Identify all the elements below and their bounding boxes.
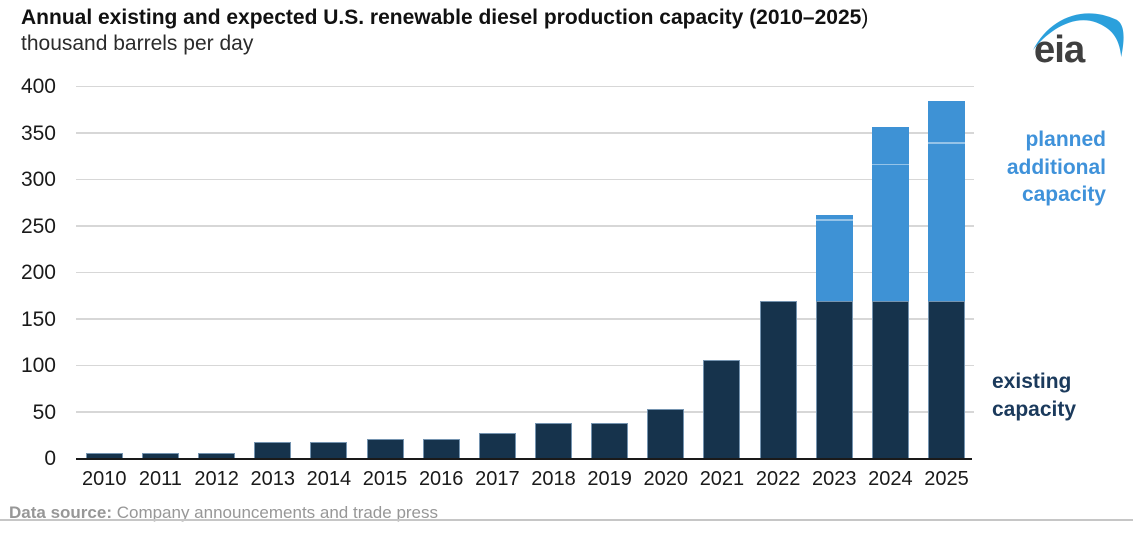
bar-existing-2021 bbox=[703, 359, 741, 459]
chart-title: Annual existing and expected U.S. renewa… bbox=[21, 6, 868, 30]
bar-existing-2014 bbox=[310, 442, 348, 459]
eia-logo-text: eia bbox=[1034, 28, 1086, 66]
bar-existing-2016 bbox=[422, 439, 460, 459]
bar-planned-2025 bbox=[928, 100, 966, 301]
chart-title-main: Annual existing and expected U.S. renewa… bbox=[21, 6, 862, 29]
eia-swoosh-icon bbox=[1032, 13, 1124, 58]
x-tick-label: 2013 bbox=[250, 468, 296, 490]
x-axis-line bbox=[76, 458, 972, 460]
x-tick-label: 2012 bbox=[194, 468, 239, 490]
gridline bbox=[76, 132, 974, 134]
footer-divider bbox=[0, 519, 1133, 521]
y-tick-label: 300 bbox=[20, 168, 56, 191]
gridline bbox=[76, 225, 974, 227]
y-tick-label: 100 bbox=[20, 354, 56, 377]
x-tick-label: 2017 bbox=[475, 468, 520, 490]
gridline bbox=[76, 411, 974, 413]
y-tick-label: 150 bbox=[20, 307, 56, 331]
gridline bbox=[76, 271, 974, 273]
bar-planned-2023 bbox=[815, 215, 853, 301]
x-tick-label: 2020 bbox=[643, 468, 689, 490]
y-tick-label: 200 bbox=[20, 261, 56, 284]
chart-unit-subtitle: thousand barrels per day bbox=[21, 32, 254, 55]
x-tick-label: 2010 bbox=[82, 468, 127, 490]
gridline bbox=[76, 364, 974, 366]
x-tick-label: 2021 bbox=[699, 468, 745, 490]
y-tick-label: 250 bbox=[20, 214, 56, 238]
x-tick-label: 2011 bbox=[138, 468, 182, 490]
x-tick-label: 2022 bbox=[755, 468, 801, 490]
x-tick-label: 2024 bbox=[868, 468, 913, 490]
y-tick-label: 50 bbox=[32, 400, 56, 424]
x-tick-label: 2019 bbox=[587, 468, 632, 490]
bar-existing-2020 bbox=[647, 408, 685, 459]
bar-existing-2024 bbox=[871, 300, 909, 459]
legend-existing-capacity: existing capacity bbox=[992, 370, 1077, 421]
bar-existing-2023 bbox=[815, 300, 853, 459]
bar-planned-2024 bbox=[871, 127, 909, 301]
planned-segment-divider bbox=[928, 142, 966, 144]
legend-planned-additional-capacity: planned additional capacity bbox=[1006, 128, 1106, 206]
x-tick-label: 2018 bbox=[531, 468, 576, 490]
bar-existing-2018 bbox=[535, 422, 572, 459]
gridline bbox=[76, 85, 974, 87]
data-source-label: Data source: bbox=[9, 503, 112, 522]
planned-segment-divider bbox=[871, 163, 909, 166]
bar-existing-2025 bbox=[928, 300, 966, 459]
x-tick-label: 2015 bbox=[362, 468, 408, 490]
y-tick-label: 0 bbox=[44, 447, 56, 470]
bar-existing-2019 bbox=[591, 422, 629, 459]
x-tick-label: 2014 bbox=[306, 468, 352, 490]
chart-title-suffix: ) bbox=[861, 6, 869, 29]
bar-existing-2013 bbox=[254, 442, 292, 459]
eia-logo: eia bbox=[1030, 6, 1126, 71]
bar-existing-2017 bbox=[478, 432, 516, 459]
data-source-text: Company announcements and trade press bbox=[111, 503, 439, 522]
x-tick-label: 2016 bbox=[418, 468, 464, 490]
bar-existing-2022 bbox=[759, 300, 797, 459]
gridline bbox=[76, 178, 974, 180]
x-tick-label: 2023 bbox=[812, 468, 857, 490]
plot-area bbox=[76, 85, 974, 460]
eia-logo-graphic: eia bbox=[1032, 13, 1124, 71]
planned-segment-divider bbox=[815, 219, 853, 221]
bar-existing-2015 bbox=[366, 439, 404, 459]
x-tick-label: 2025 bbox=[924, 468, 969, 490]
gridline bbox=[76, 318, 974, 320]
data-source-note: Data source: Company announcements and t… bbox=[9, 503, 438, 523]
y-tick-label: 350 bbox=[20, 121, 56, 145]
y-tick-label: 400 bbox=[20, 75, 56, 98]
